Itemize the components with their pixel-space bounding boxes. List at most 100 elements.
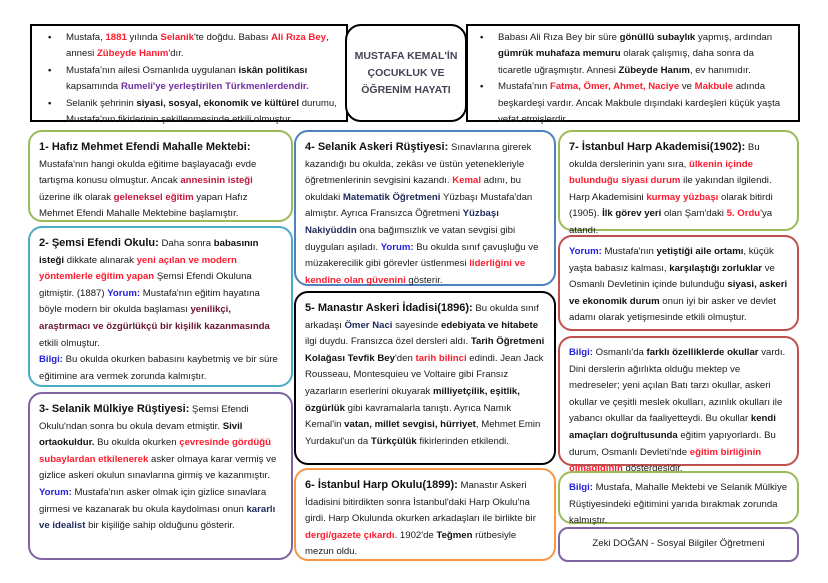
text-segment: 6- İstanbul Harp Okulu(1899): [305,479,458,491]
text-segment: ülkenin içinde bulunduğu siyasi durum [569,158,753,187]
box-harp-akademisi: 7- İstanbul Harp Akademisi(1902): Bu oku… [558,130,799,236]
text-segment: gümrük muhafaza memuru [498,48,621,60]
text-segment: Kemal [452,175,481,187]
paragraph: 2- Şemsi Efendi Okulu: Daha sonra babası… [39,235,282,352]
paragraph: Yorum: Mustafa'nın yetiştiği aile ortamı… [569,244,788,327]
text-segment: vardı. Dini derslerin ağırlıkta olduğu m… [569,347,786,425]
box-askeri-rustiye: 4- Selanik Askeri Rüştiyesi: Sınavlarına… [294,130,556,286]
paragraph: 7- İstanbul Harp Akademisi(1902): Bu oku… [569,139,788,240]
text-segment: Mustafa'nın [498,81,550,93]
text-segment: Manastır Askeri İdadisini bitirdikten so… [305,480,536,525]
text-segment: Makbule [694,81,734,93]
text-segment: fikirlerinden etkilendi. [416,435,509,447]
bullet-item: Mustafa, 1881 yılında Selanik'te doğdu. … [40,30,338,63]
text-segment: etkili olmuştur. [39,337,100,349]
text-segment: 4- Selanik Askeri Rüştiyesi: [305,141,449,153]
text-segment: Fatma, Ömer, Ahmet, Naciye [549,81,680,93]
text-segment: Mustafa'nın asker olmak için gizlice sın… [39,486,267,515]
text-segment: yenilikçi, araştırmacı ve özgürlükçü bir… [39,304,270,332]
text-segment: , ev hanımıdır. [689,64,751,76]
text-segment: 3- Selanik Mülkiye Rüştiyesi: [39,403,190,415]
paragraph: 5- Manastır Askeri İdadisi(1896): Bu oku… [305,300,545,450]
text-segment: Bu okulda okurken babasını kaybetmiş ve … [39,354,278,382]
text-segment: Yorum: [107,287,141,299]
text-segment: bir kişiliğe sahip olduğunu gösterir. [85,520,235,532]
text-segment: . 1902'de [394,529,437,541]
text-segment: yeni açılan ve modern yöntemlerle eğitim… [39,254,237,283]
text-segment: Zübeyde Hanım [96,48,169,60]
paragraph: Bilgi: Mustafa, Mahalle Mektebi ve Selan… [569,480,788,530]
text-segment: Bu okulda sınıf arkadaşı [305,303,539,331]
box-yorum: Yorum: Mustafa'nın yetiştiği aile ortamı… [558,235,799,331]
text-segment: Tarih Öğretmeni Kolağası Tevfik Bey [305,336,545,364]
text-segment: babasının isteği [39,238,259,266]
paragraph: 6- İstanbul Harp Okulu(1899): Manastır A… [305,477,545,561]
text-segment: ve [679,81,695,93]
text-segment: 1881 [105,32,127,43]
text-segment: karşılaştığı zorluklar [669,262,763,274]
text-segment: Yorum: [39,486,72,498]
text-segment: 5- Manastır Askeri İdadisi(1896): [305,302,473,314]
text-segment: olarak bitirdi (1905). [569,191,773,220]
text-segment: kurmay yüzbaşı [646,191,719,203]
text-segment: Osmanlı'da [592,347,647,358]
text-segment: İlk görev yeri [602,208,662,220]
text-segment: farklı özelliklerde okullar [646,347,759,358]
text-segment: 1- Hafız Mehmet Efendi Mahalle Mektebi: [39,141,251,153]
text-segment: geleneksel eğitim [113,191,194,203]
text-segment: annesinin isteği [180,175,253,187]
text-segment: eğitim birliğinin olmadığının [569,446,762,475]
text-segment: , annesi [66,32,329,60]
text-segment: adını, bu okuldaki [305,175,521,203]
text-segment: Yüzbaşı Nakiyüddin [305,208,499,236]
box-semsi-efendi: 2- Şemsi Efendi Okulu: Daha sonra babası… [28,226,293,387]
text-segment: siyasi, sosyal, ekonomik ve kültürel [136,97,300,109]
text-segment: Şemsi Efendi Okulu'ndan sonra bu okula d… [39,404,249,432]
text-segment: siyasi, askeri ve ekonomik durum [569,279,788,307]
text-segment: Mustafa, Mahalle Mektebi ve Selanik Mülk… [569,482,788,527]
text-segment: Babası Ali Rıza Bey bir süre [498,32,620,43]
text-segment: Yorum: [569,246,602,257]
text-segment: milliyetçilik, eşitlik, özgürlük [305,385,520,414]
text-segment: Mustafa'nın hangi okulda eğitime başlaya… [39,158,257,187]
text-segment: Ömer Naci [344,319,393,331]
text-segment: Bilgi: [569,482,593,493]
text-segment: eğitim yapıyorlardı. Bu durum, Osmanlı D… [569,429,776,458]
text-segment: tarih bilinci [415,352,467,364]
text-segment: liderliğini ve kendine olan güvenini [305,258,526,286]
text-segment: Teğmen [436,529,473,541]
text-segment: göstergesidir. [622,463,683,475]
paragraph: Bilgi: Osmanlı'da farklı özelliklerde ok… [569,345,788,478]
text-segment: çevresinde gördüğü subaylardan etkilener… [39,437,271,465]
text-segment: ve Osmanlı Devletinin içinde bulunduğu [569,262,775,291]
text-segment: Rumeli'ye yerleştirilen Türkmenlerdendir… [120,81,309,93]
paragraph: 4- Selanik Askeri Rüştiyesi: Sınavlarına… [305,139,545,289]
text-segment: dergi/gazete çıkardı [305,529,395,541]
text-segment: kapsamında [66,81,121,93]
paragraph: Mustafa'nın hangi okulda eğitime başlaya… [39,157,282,223]
text-segment: rütbesiyle mezun oldu. [305,529,517,558]
text-segment: onun iyi bir asker ve devlet adamı olara… [569,295,776,324]
text-segment: Daha sonra [158,238,214,249]
text-segment: , küçük yaşta babasız kalması, [569,246,774,274]
text-segment: Bu okulda okurken [94,437,180,449]
bullet-item: Mustafa'nın Fatma, Ömer, Ahmet, Naciye v… [472,79,790,128]
text-segment: üzerine ilk olarak [39,191,114,203]
text-segment: olarak çalışmış, daha sonra da ticaretle… [498,48,754,76]
text-segment: , Mehmet Emin Yurdakul'un da [305,419,541,447]
text-segment: 'dır. [168,48,184,60]
text-segment: Sınavlarına girerek kazandığı bu okulda,… [305,142,532,187]
text-segment: Matematik Öğretmeni [342,191,441,203]
text-segment: Mustafa'nın ailesi Osmanlıda uygulanan [66,64,239,76]
page-title: MUSTAFA KEMAL'İN ÇOCUKLUK VE ÖĞRENİM HAY… [345,24,467,122]
paragraph: Bilgi: Bu okulda okurken babasını kaybet… [39,352,282,385]
text-segment: yetiştiği aile ortamı [656,246,744,257]
box-mulkiye-rustiyesi: 3- Selanik Mülkiye Rüştiyesi: Şemsi Efen… [28,392,293,560]
text-segment: edebiyata ve hitabete [441,319,539,331]
paragraph: 1- Hafız Mehmet Efendi Mahalle Mektebi: [39,139,282,157]
text-segment: Bilgi: [569,347,593,358]
text-segment: Ali Rıza Bey [271,32,326,43]
text-segment: Bu okulda derslerinin yanı sıra, [569,142,760,170]
box-harp-okulu: 6- İstanbul Harp Okulu(1899): Manastır A… [294,468,556,561]
bullet-item: Babası Ali Rıza Bey bir süre gönüllü sub… [472,30,790,79]
